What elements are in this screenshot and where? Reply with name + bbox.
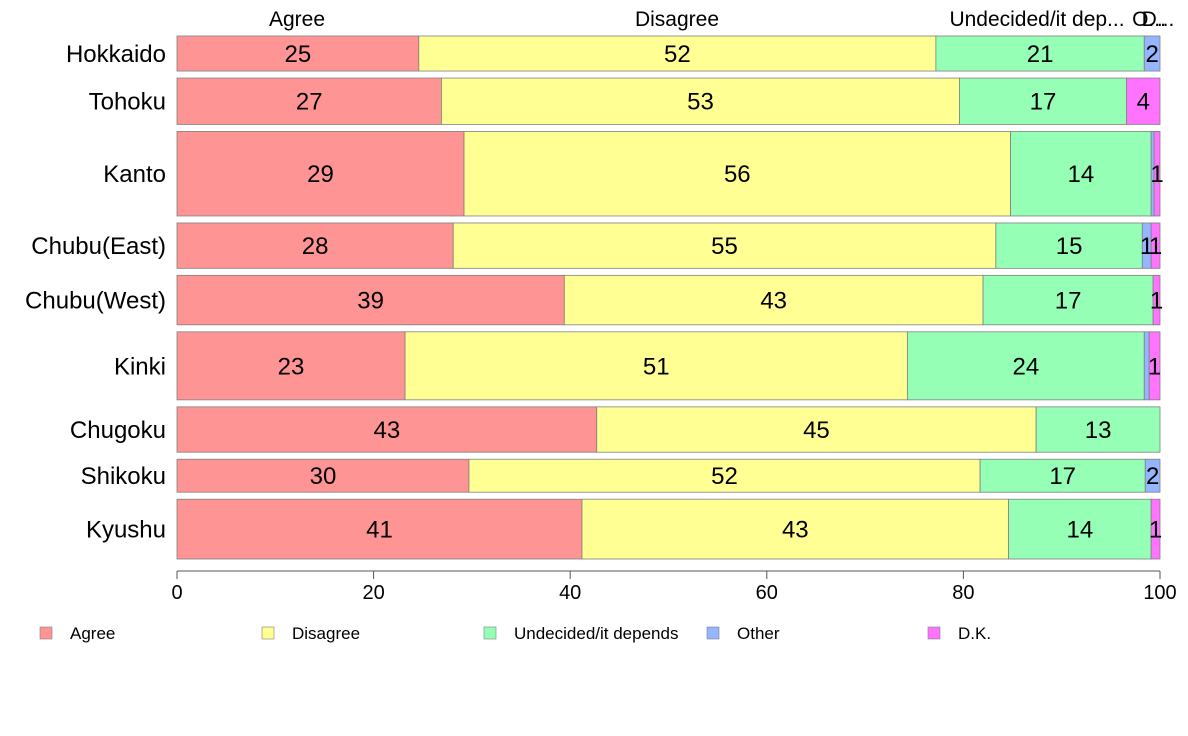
value-label-0-3: 2 [1145, 41, 1158, 68]
legend-label-2: Undecided/it depends [514, 624, 678, 643]
bar-segment-4-0 [176, 274, 565, 326]
category-label-8: Kyushu [86, 517, 166, 544]
top-label-1: Disagree [635, 8, 719, 31]
bar-segment-8-4 [1150, 498, 1161, 560]
legend-label-0: Agree [70, 624, 115, 643]
value-label-3-3: 1 [1140, 233, 1153, 260]
x-tick-label-2: 40 [559, 582, 581, 604]
bar-segment-2-4 [1153, 131, 1161, 217]
value-label-3-0: 28 [302, 233, 329, 260]
value-label-0-1: 52 [664, 41, 691, 68]
value-label-8-2: 14 [1067, 517, 1094, 544]
x-tick-label-5: 100 [1143, 582, 1176, 604]
bar-segment-3-0 [176, 222, 454, 269]
value-label-0-0: 25 [285, 41, 312, 68]
bar-segment-5-1 [404, 331, 908, 401]
bar-segment-2-2 [1010, 131, 1152, 217]
value-label-5-1: 51 [643, 353, 670, 380]
bar-segment-3-2 [995, 222, 1143, 269]
category-label-5: Kinki [114, 353, 166, 380]
legend-label-3: Other [737, 624, 780, 643]
x-tick-label-1: 20 [362, 582, 384, 604]
category-label-7: Shikoku [81, 463, 166, 490]
category-label-2: Kanto [103, 161, 166, 188]
value-label-3-2: 15 [1056, 233, 1083, 260]
bar-segment-2-1 [463, 131, 1011, 217]
category-label-0: Hokkaido [66, 41, 166, 68]
category-label-4: Chubu(West) [25, 288, 166, 315]
value-label-6-0: 43 [374, 417, 401, 444]
value-label-2-0: 29 [307, 161, 334, 188]
legend-swatch-0 [39, 626, 53, 640]
value-label-4-2: 17 [1055, 288, 1082, 315]
x-tick-label-3: 60 [756, 582, 778, 604]
bar-segment-4-1 [563, 274, 984, 326]
value-label-8-1: 43 [782, 517, 809, 544]
value-label-4-0: 39 [357, 288, 384, 315]
value-label-2-2: 14 [1068, 161, 1095, 188]
legend-label-4: D.K. [958, 624, 991, 643]
category-label-6: Chugoku [70, 417, 166, 444]
bar-segment-1-2 [959, 77, 1127, 125]
bar-segment-8-2 [1008, 498, 1152, 560]
bar-segment-1-4 [1126, 77, 1161, 125]
value-label-4-4: 1 [1150, 288, 1163, 315]
value-label-0-2: 21 [1027, 41, 1054, 68]
value-label-8-0: 41 [366, 517, 393, 544]
value-label-7-3: 2 [1146, 463, 1159, 490]
bar-segment-4-4 [1152, 274, 1161, 326]
bar-segment-8-1 [581, 498, 1010, 560]
value-label-5-0: 23 [278, 353, 305, 380]
bar-segment-5-4 [1148, 331, 1161, 401]
value-label-4-1: 43 [760, 288, 787, 315]
value-label-3-1: 55 [711, 233, 738, 260]
value-label-6-1: 45 [803, 417, 830, 444]
bar-segment-2-0 [176, 131, 465, 217]
bar-segment-7-0 [176, 458, 470, 493]
bar-segment-1-1 [441, 77, 960, 125]
top-label-2: Undecided/it dep... [949, 8, 1124, 31]
value-label-6-2: 13 [1085, 417, 1112, 444]
value-label-1-4: 4 [1137, 89, 1150, 116]
top-label-0: Agree [269, 8, 325, 31]
bar-segment-8-0 [176, 498, 583, 560]
x-tick-label-0: 0 [171, 582, 182, 604]
bar-segment-6-1 [596, 406, 1037, 453]
bar-segment-3-1 [452, 222, 997, 269]
value-label-5-2: 24 [1012, 353, 1039, 380]
value-label-2-4: 1 [1150, 161, 1163, 188]
bar-segment-6-0 [176, 406, 598, 453]
value-label-1-0: 27 [296, 89, 323, 116]
value-label-2-1: 56 [724, 161, 751, 188]
bar-segment-7-2 [979, 458, 1146, 493]
bar-segment-5-2 [906, 331, 1145, 401]
value-label-7-1: 52 [711, 463, 738, 490]
x-tick-label-4: 80 [952, 582, 974, 604]
value-label-8-4: 1 [1149, 517, 1162, 544]
bar-segment-7-3 [1144, 458, 1161, 493]
bar-segment-0-1 [418, 35, 937, 72]
bar-segment-3-4 [1150, 222, 1161, 269]
bar-segment-0-3 [1143, 35, 1161, 72]
bar-segment-4-2 [982, 274, 1154, 326]
top-label-4: D... [1142, 8, 1175, 31]
value-label-7-0: 30 [310, 463, 337, 490]
top-label-3: O... [1132, 8, 1166, 31]
bar-segment-7-1 [468, 458, 981, 493]
category-label-1: Tohoku [89, 89, 166, 116]
value-label-5-4: 1 [1148, 353, 1161, 380]
value-label-1-2: 17 [1030, 89, 1057, 116]
category-label-3: Chubu(East) [31, 233, 166, 260]
legend-swatch-1 [261, 626, 275, 640]
value-label-1-1: 53 [687, 89, 714, 116]
bar-segment-1-0 [176, 77, 442, 125]
legend-swatch-3 [706, 626, 720, 640]
legend-swatch-4 [927, 626, 941, 640]
value-label-7-2: 17 [1049, 463, 1076, 490]
legend-label-1: Disagree [292, 624, 360, 643]
legend-swatch-2 [483, 626, 497, 640]
bar-segment-6-2 [1035, 406, 1161, 453]
value-label-3-4: 1 [1149, 233, 1162, 260]
